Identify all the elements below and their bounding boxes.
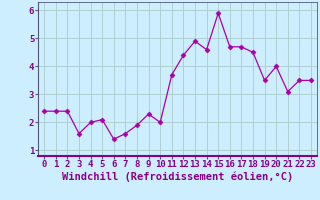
X-axis label: Windchill (Refroidissement éolien,°C): Windchill (Refroidissement éolien,°C) [62, 172, 293, 182]
